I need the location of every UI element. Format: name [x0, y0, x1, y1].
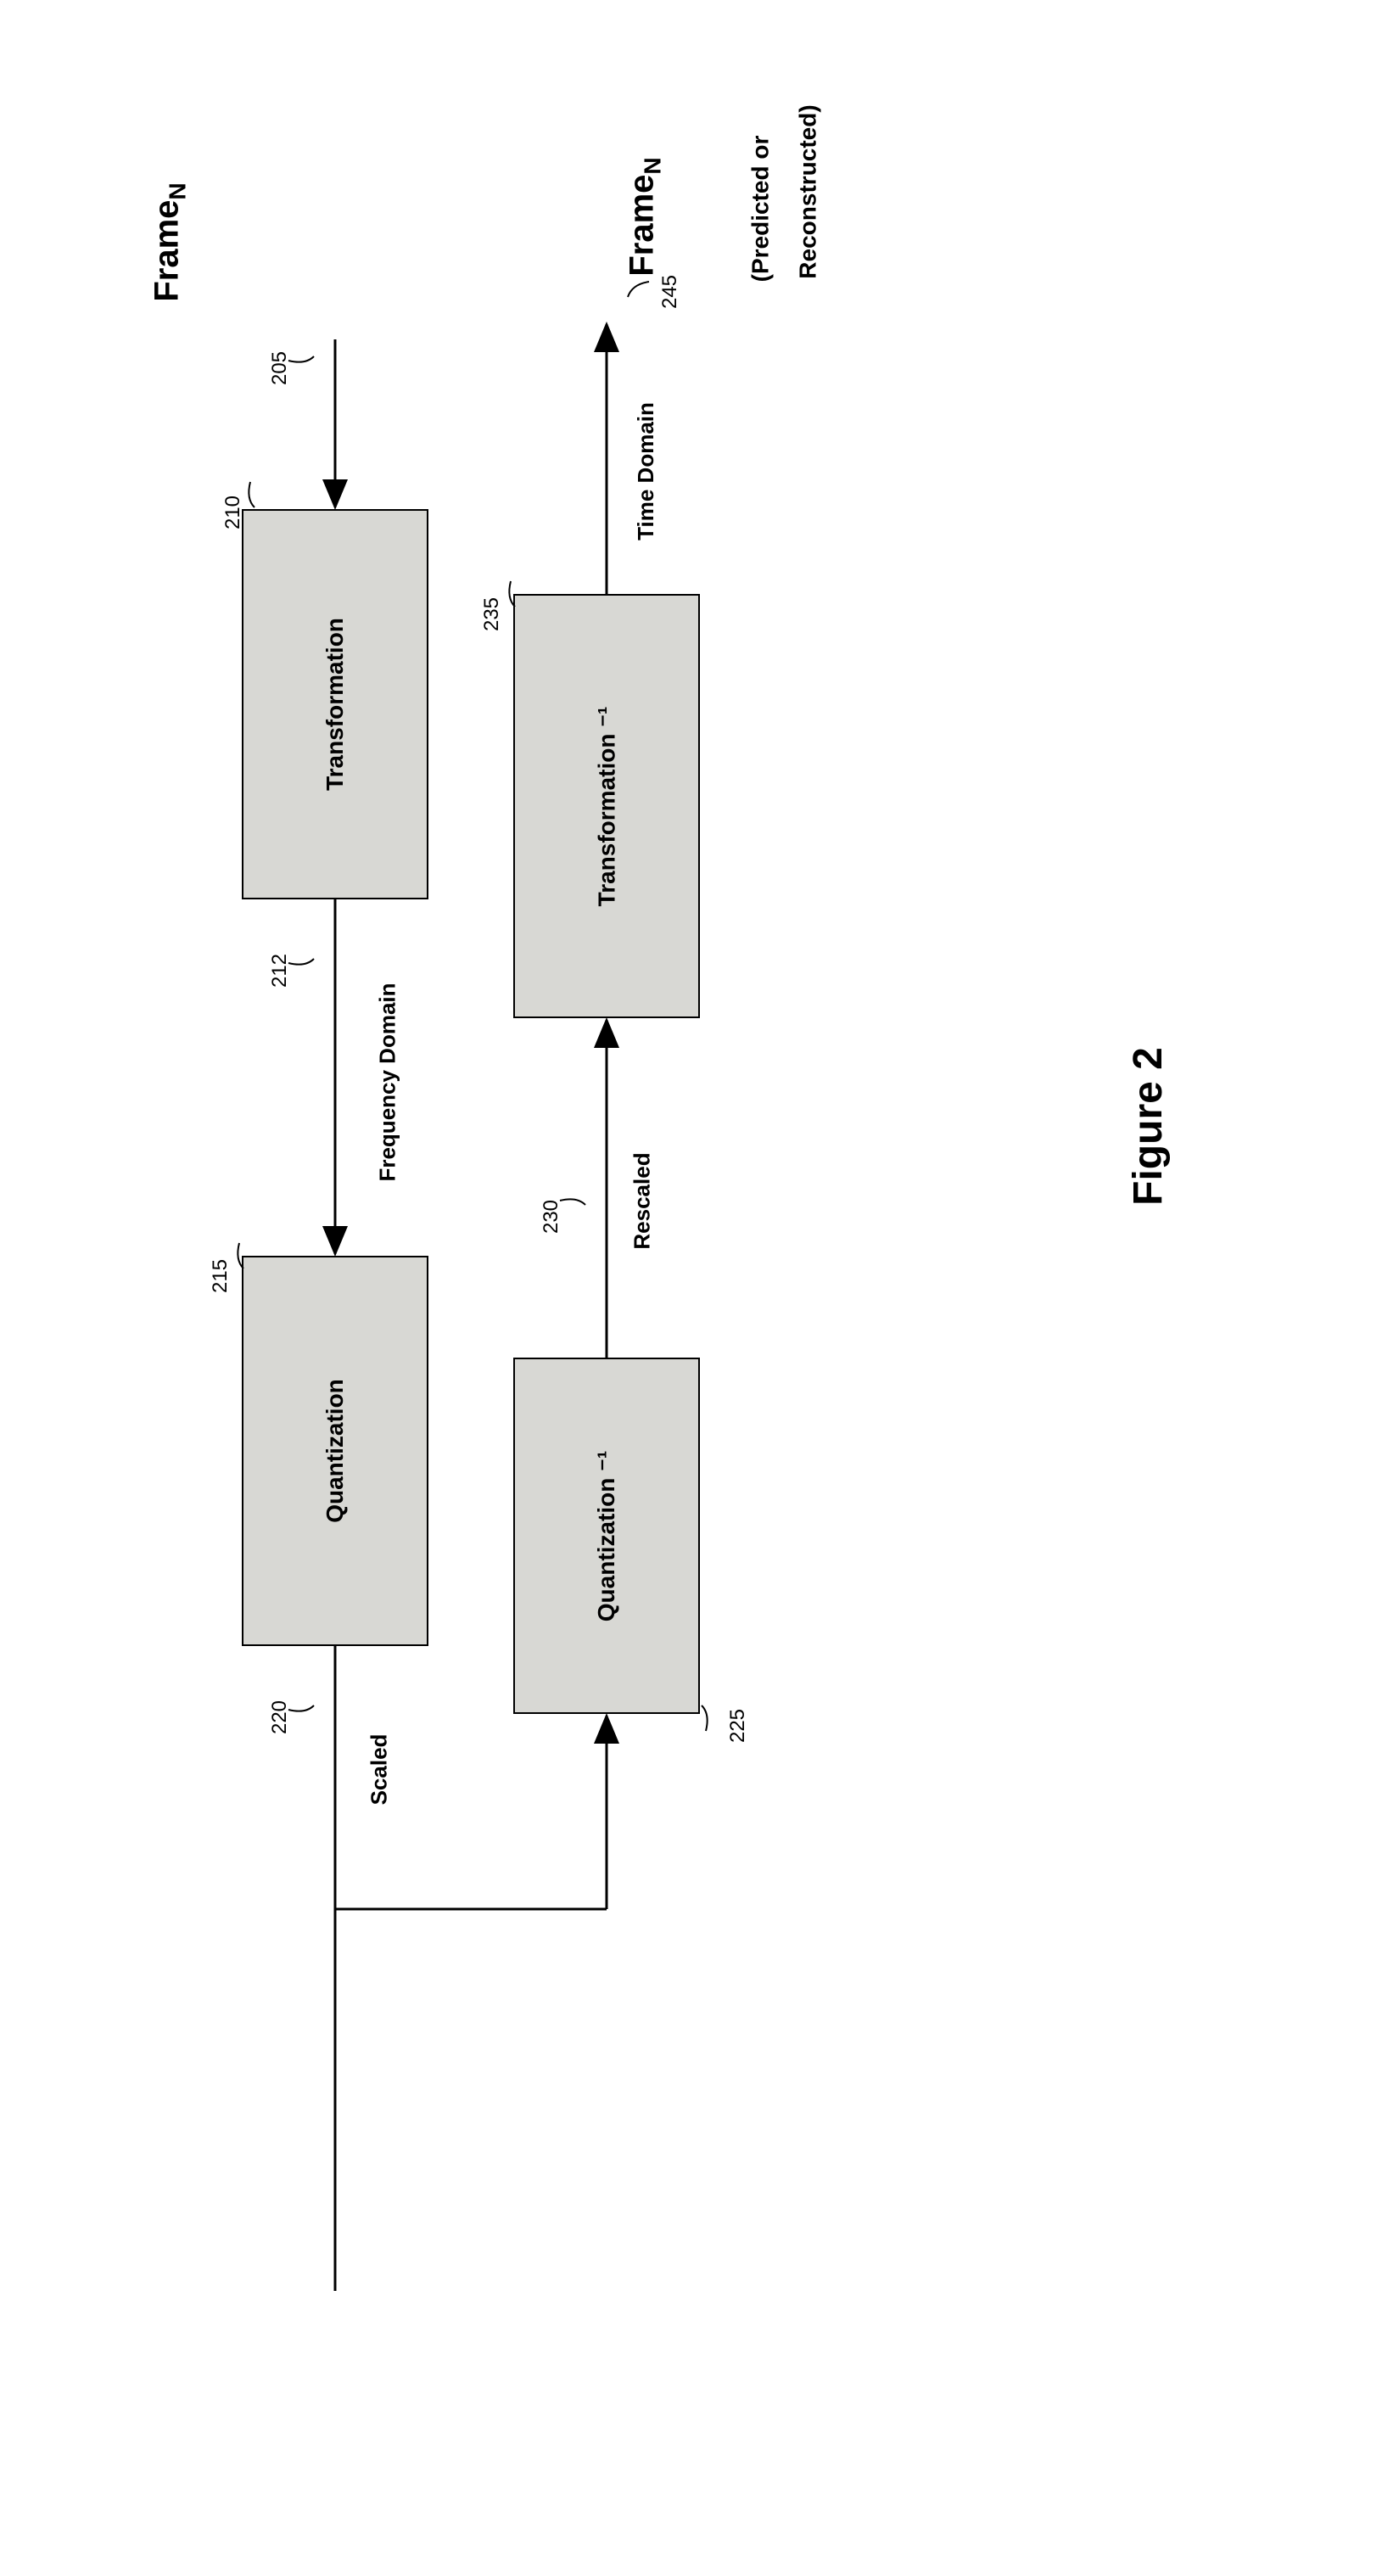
tick-215 [238, 1243, 243, 1268]
label-freq-domain: Frequency Domain [375, 983, 401, 1181]
ref-225: 225 [726, 1709, 750, 1743]
io-input-sub: N [165, 182, 191, 199]
tick-220 [288, 1705, 314, 1711]
ref-230: 230 [540, 1200, 563, 1234]
io-input: FrameN [148, 182, 192, 301]
tick-235 [509, 581, 515, 607]
io-output-label: Frame [624, 175, 661, 277]
label-rescaled: Rescaled [629, 1152, 656, 1249]
ref-205: 205 [268, 351, 292, 385]
tick-230 [560, 1199, 585, 1205]
ref-212: 212 [268, 954, 292, 988]
ref-245: 245 [658, 275, 682, 309]
tick-245 [628, 282, 649, 297]
tick-225 [702, 1705, 708, 1731]
figure-label: Figure 2 [1125, 1047, 1172, 1206]
io-output-sub: N [640, 157, 666, 174]
io-input-label: Frame [148, 200, 186, 302]
tick-210 [249, 482, 255, 507]
tick-212 [288, 959, 314, 965]
label-time-domain: Time Domain [633, 402, 659, 540]
io-output-note-1: (Predicted or [747, 136, 774, 283]
diagram-canvas: Transformation Quantization Quantization… [0, 0, 1382, 2576]
ref-215: 215 [209, 1259, 232, 1293]
ref-235: 235 [480, 597, 504, 631]
tick-205 [288, 356, 314, 362]
io-output-note-2: Reconstructed) [795, 104, 822, 278]
label-scaled: Scaled [366, 1734, 392, 1806]
io-output: FrameN [624, 157, 667, 276]
arrows-overlay [0, 0, 1382, 2576]
ref-220: 220 [268, 1700, 292, 1734]
ref-210: 210 [221, 496, 245, 529]
